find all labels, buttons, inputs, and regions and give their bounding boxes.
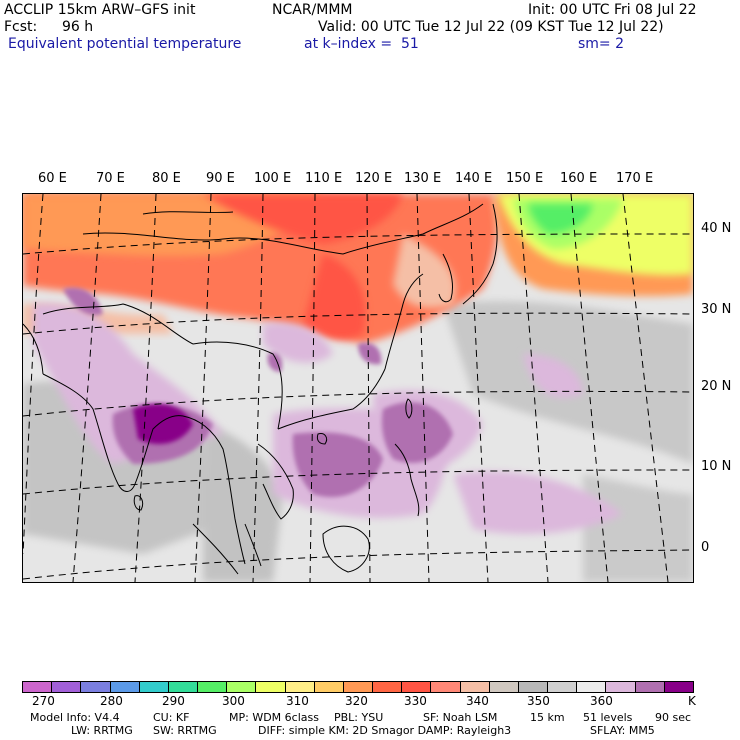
- center-label: NCAR/MMM: [272, 2, 353, 18]
- graticule: [23, 194, 693, 582]
- coastlines: [23, 203, 498, 575]
- lon-label: 100 E: [254, 171, 292, 186]
- smoothing-label: sm= 2: [578, 36, 625, 52]
- colorbar-swatch: [431, 682, 461, 692]
- field-name: Equivalent potential temperature: [8, 36, 242, 52]
- colorbar: [22, 681, 694, 693]
- forecast-hour: 96 h: [62, 19, 94, 35]
- colorbar-swatch: [52, 682, 82, 692]
- colorbar-swatch: [489, 682, 519, 692]
- colorbar-swatch: [373, 682, 403, 692]
- lon-label: 120 E: [355, 171, 393, 186]
- level-index: at k–index = 51: [304, 36, 419, 52]
- lon-label: 70 E: [96, 171, 125, 186]
- theta-e-shading: [23, 194, 693, 582]
- footer-cu: CU: KF: [153, 711, 190, 724]
- colorbar-swatch: [23, 682, 53, 692]
- colorbar-swatch: [343, 682, 374, 692]
- colorbar-tick-label: 310: [286, 694, 309, 708]
- colorbar-tick-label: 330: [404, 694, 427, 708]
- colorbar-swatch: [168, 682, 199, 692]
- footer-pbl: PBL: YSU: [334, 711, 384, 724]
- valid-time: Valid: 00 UTC Tue 12 Jul 22 (09 KST Tue …: [318, 19, 664, 35]
- colorbar-swatch: [227, 682, 257, 692]
- colorbar-swatch: [110, 682, 140, 692]
- lat-label: 20 N: [701, 379, 732, 394]
- lon-label: 110 E: [305, 171, 343, 186]
- model-title: ACCLIP 15km ARW–GFS init: [4, 2, 196, 18]
- map-panel: [22, 193, 694, 583]
- footer-sw: SW: RRTMG: [153, 724, 217, 737]
- colorbar-swatch: [314, 682, 344, 692]
- lon-label: 150 E: [506, 171, 544, 186]
- colorbar-swatch: [606, 682, 636, 692]
- colorbar-swatch: [635, 682, 665, 692]
- colorbar-swatch: [460, 682, 490, 692]
- footer-sflay: SFLAY: MM5: [590, 724, 655, 737]
- forecast-label: Fcst:: [4, 19, 38, 35]
- colorbar-tick-label: 280: [100, 694, 123, 708]
- colorbar-tick-label: 340: [466, 694, 489, 708]
- colorbar-tick-label: 290: [162, 694, 185, 708]
- footer-lw: LW: RRTMG: [71, 724, 133, 737]
- colorbar-swatch: [139, 682, 169, 692]
- colorbar-swatch: [198, 682, 228, 692]
- lat-label: 0: [701, 540, 710, 555]
- footer-levels: 51 levels: [583, 711, 633, 724]
- colorbar-swatch: [402, 682, 432, 692]
- colorbar-swatch: [664, 682, 693, 692]
- footer-diff: DIFF: simple KM: 2D Smagor DAMP: Rayleig…: [258, 724, 512, 737]
- colorbar-tick-label: 270: [32, 694, 55, 708]
- footer-timestep: 90 sec: [655, 711, 692, 724]
- colorbar-swatch: [577, 682, 607, 692]
- lon-label: 170 E: [616, 171, 654, 186]
- colorbar-swatch: [518, 682, 549, 692]
- lon-label: 160 E: [560, 171, 598, 186]
- init-time: Init: 00 UTC Fri 08 Jul 22: [528, 2, 697, 18]
- footer-model-info: Model Info: V4.4: [30, 711, 120, 724]
- lon-label: 130 E: [404, 171, 442, 186]
- colorbar-unit: K: [688, 694, 696, 708]
- lon-label: 60 E: [38, 171, 67, 186]
- lat-label: 10 N: [701, 459, 732, 474]
- colorbar-tick-label: 350: [527, 694, 550, 708]
- footer-resolution: 15 km: [530, 711, 565, 724]
- theta-e-map: [23, 194, 693, 582]
- colorbar-swatch: [548, 682, 578, 692]
- colorbar-swatch: [285, 682, 315, 692]
- colorbar-swatch: [81, 682, 111, 692]
- footer-mp: MP: WDM 6class: [229, 711, 319, 724]
- lon-label: 80 E: [152, 171, 181, 186]
- footer-sf: SF: Noah LSM: [423, 711, 498, 724]
- colorbar-tick-label: 320: [345, 694, 368, 708]
- colorbar-swatch: [256, 682, 286, 692]
- lat-label: 30 N: [701, 302, 732, 317]
- colorbar-tick-label: 360: [590, 694, 613, 708]
- colorbar-tick-label: 300: [222, 694, 245, 708]
- lon-label: 140 E: [455, 171, 493, 186]
- lon-label: 90 E: [206, 171, 235, 186]
- lat-label: 40 N: [701, 221, 732, 236]
